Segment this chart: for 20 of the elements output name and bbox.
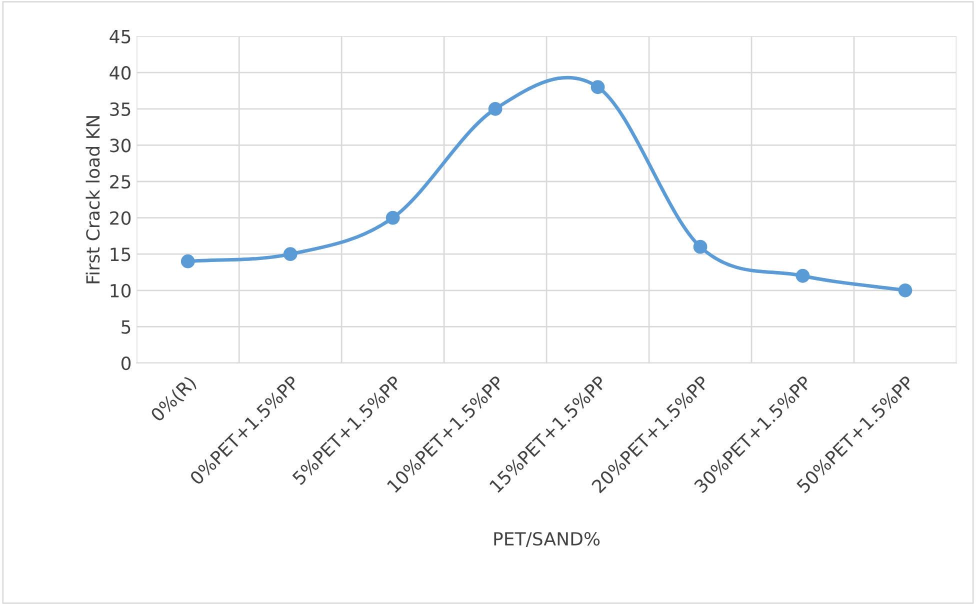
point bbox=[180, 254, 195, 268]
y-tick-label: 45 bbox=[110, 30, 130, 44]
y-tick-label: 20 bbox=[110, 211, 131, 225]
y-tick-label: 5 bbox=[122, 320, 130, 334]
point bbox=[590, 80, 605, 94]
y-tick-label: 15 bbox=[110, 248, 130, 262]
x-axis-title: PET/SAND% bbox=[494, 532, 600, 548]
point bbox=[488, 102, 502, 116]
y-tick-label: 35 bbox=[110, 102, 130, 116]
y-tick-label: 40 bbox=[110, 66, 131, 80]
y-tick-label: 10 bbox=[110, 284, 131, 298]
y-tick-label: 30 bbox=[110, 138, 131, 152]
point bbox=[796, 268, 810, 283]
y-axis-title: First Crack load KN bbox=[86, 116, 100, 284]
point bbox=[283, 247, 298, 262]
y-tick-label: 0 bbox=[121, 356, 131, 370]
point bbox=[386, 210, 400, 225]
point bbox=[693, 240, 708, 254]
point bbox=[898, 283, 912, 298]
y-tick-label: 25 bbox=[110, 174, 130, 189]
